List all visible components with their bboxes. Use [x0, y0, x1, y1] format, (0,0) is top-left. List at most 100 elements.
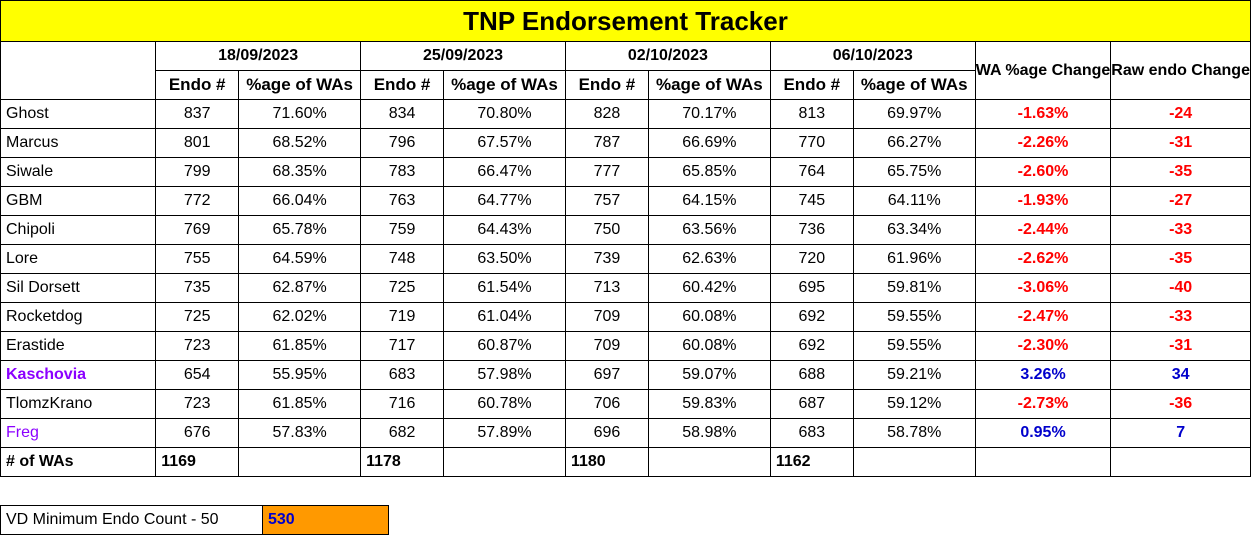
name-header-cell [0, 41, 157, 100]
table-row: Lore 755 64.59% 748 63.50% 739 62.63% 720 61.96%… [0, 244, 1251, 274]
wa-percentage: 59.81% [852, 273, 976, 303]
raw-endo-change: -31 [1110, 331, 1251, 361]
wa-percentage: 68.35% [238, 157, 362, 187]
endo-count: 688 [769, 360, 854, 390]
wa-percentage: 59.12% [852, 389, 976, 419]
wa-pct-change: 3.26% [974, 360, 1112, 390]
endo-count: 717 [360, 331, 444, 361]
vd-minimum-label: VD Minimum Endo Count - 50 [1, 506, 263, 534]
date-header: 06/10/2023 [769, 41, 976, 71]
endo-count: 834 [360, 99, 444, 129]
wa-percentage: 71.60% [238, 99, 362, 129]
endo-count: 723 [155, 389, 240, 419]
endo-count: 757 [564, 186, 649, 216]
wa-percentage: 61.54% [443, 273, 566, 303]
wa-percentage: 60.42% [647, 273, 771, 303]
table-row: Siwale 799 68.35% 783 66.47% 777 65.85% 764 65.7… [0, 157, 1251, 187]
table-row: Rocketdog 725 62.02% 719 61.04% 709 60.08% 692 5… [0, 302, 1251, 332]
wa-percentage: 64.15% [647, 186, 771, 216]
table-row: Sil Dorsett 735 62.87% 725 61.54% 713 60.42% 69… [0, 273, 1251, 303]
wa-pct-header: %age of WAs [852, 70, 976, 100]
region-name: Chipoli [0, 215, 157, 245]
wa-percentage: 57.98% [443, 360, 566, 390]
endo-count: 683 [769, 418, 854, 448]
raw-endo-change: 7 [1110, 418, 1251, 448]
raw-endo-change: -35 [1110, 244, 1251, 274]
endo-count: 736 [769, 215, 854, 245]
endo-count: 763 [360, 186, 444, 216]
wa-percentage: 57.89% [443, 418, 566, 448]
date-header: 02/10/2023 [564, 41, 771, 71]
wa-percentage: 65.78% [238, 215, 362, 245]
endo-count: 801 [155, 128, 240, 158]
raw-endo-change: -24 [1110, 99, 1251, 129]
empty-cell [647, 447, 771, 477]
empty-cell [238, 447, 362, 477]
endo-count: 687 [769, 389, 854, 419]
wa-pct-change: -2.60% [974, 157, 1112, 187]
endo-count: 723 [155, 331, 240, 361]
wa-percentage: 58.98% [647, 418, 771, 448]
region-name: TlomzKrano [0, 389, 157, 419]
raw-endo-change: -27 [1110, 186, 1251, 216]
endo-count: 695 [769, 273, 854, 303]
wa-total: 1178 [360, 447, 444, 477]
wa-pct-change: -1.93% [974, 186, 1112, 216]
region-name: Marcus [0, 128, 157, 158]
region-name: Ghost [0, 99, 157, 129]
region-name: Sil Dorsett [0, 273, 157, 303]
endo-count: 725 [360, 273, 444, 303]
wa-pct-header: %age of WAs [647, 70, 771, 100]
endo-count-header: Endo # [155, 70, 240, 100]
table-row: TlomzKrano 723 61.85% 716 60.78% 706 59.83% 687… [0, 389, 1251, 419]
wa-percentage: 66.27% [852, 128, 976, 158]
wa-percentage: 61.85% [238, 389, 362, 419]
wa-percentage: 62.02% [238, 302, 362, 332]
endo-count-header: Endo # [769, 70, 854, 100]
endo-count: 764 [769, 157, 854, 187]
endo-count: 750 [564, 215, 649, 245]
raw-endo-change: -31 [1110, 128, 1251, 158]
wa-percentage: 59.55% [852, 331, 976, 361]
region-name: Rocketdog [0, 302, 157, 332]
table-row: Marcus 801 68.52% 796 67.57% 787 66.69% 770 66.2… [0, 128, 1251, 158]
date-header: 25/09/2023 [360, 41, 566, 71]
wa-percentage: 60.78% [443, 389, 566, 419]
raw-endo-change: -33 [1110, 302, 1251, 332]
wa-percentage: 69.97% [852, 99, 976, 129]
wa-pct-change: -2.47% [974, 302, 1112, 332]
wa-pct-change: -2.44% [974, 215, 1112, 245]
wa-percentage: 57.83% [238, 418, 362, 448]
endo-count: 697 [564, 360, 649, 390]
endo-count: 706 [564, 389, 649, 419]
endo-count: 828 [564, 99, 649, 129]
empty-cell [1110, 447, 1251, 477]
empty-cell [974, 447, 1112, 477]
wa-percentage: 60.08% [647, 302, 771, 332]
region-name: Siwale [0, 157, 157, 187]
wa-pct-change: 0.95% [974, 418, 1112, 448]
vd-minimum-box: VD Minimum Endo Count - 50 530 [0, 505, 389, 535]
wa-percentage: 55.95% [238, 360, 362, 390]
raw-endo-change: -35 [1110, 157, 1251, 187]
endo-count: 709 [564, 302, 649, 332]
endo-count: 772 [155, 186, 240, 216]
wa-percentage: 64.11% [852, 186, 976, 216]
raw-endo-change-header: Raw endo Change [1110, 41, 1251, 100]
endo-count: 720 [769, 244, 854, 274]
wa-percentage: 63.34% [852, 215, 976, 245]
wa-percentage: 59.21% [852, 360, 976, 390]
endo-count: 709 [564, 331, 649, 361]
wa-percentage: 60.08% [647, 331, 771, 361]
empty-cell [852, 447, 976, 477]
wa-pct-change: -2.73% [974, 389, 1112, 419]
wa-percentage: 65.75% [852, 157, 976, 187]
totals-row: # of WAs 1169 1178 1180 1162 [0, 447, 1251, 477]
table-row: Kaschovia 654 55.95% 683 57.98% 697 59.07% 688 5… [0, 360, 1251, 390]
region-name: Erastide [0, 331, 157, 361]
wa-percentage: 67.57% [443, 128, 566, 158]
endo-count: 719 [360, 302, 444, 332]
table-row: Chipoli 769 65.78% 759 64.43% 750 63.56% 736 63.… [0, 215, 1251, 245]
wa-total: 1180 [564, 447, 649, 477]
page-title: TNP Endorsement Tracker [0, 0, 1251, 42]
